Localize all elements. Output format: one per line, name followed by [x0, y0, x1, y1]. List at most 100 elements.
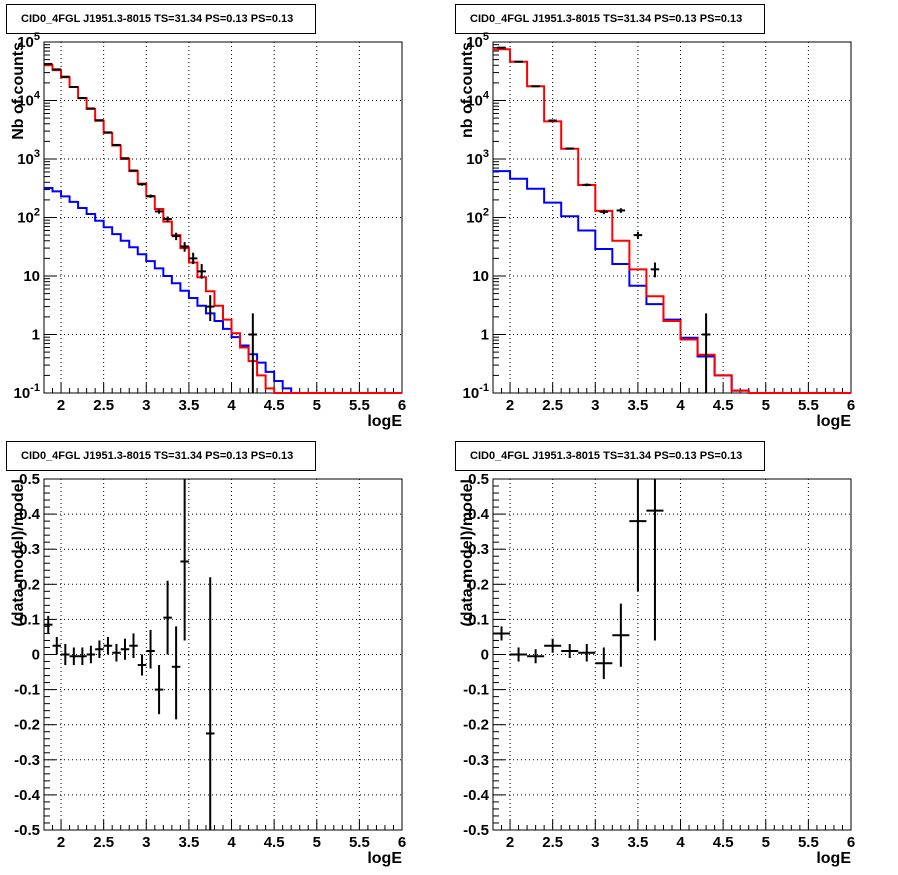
data-point: [248, 313, 258, 393]
y-tick-label: 103: [466, 148, 489, 168]
y-tick-label: 0.1: [19, 611, 40, 628]
y-tick-label: 0.2: [468, 576, 489, 593]
data-point: [493, 626, 511, 641]
x-tick-label: 2: [57, 397, 65, 414]
data-point: [510, 647, 528, 662]
x-tick-label: 5.5: [798, 397, 819, 414]
y-tick-label: 105: [466, 31, 489, 51]
data-point: [146, 194, 155, 198]
residual-plot-right: 2 2.5 3 3.5 4 4.5 5 5.5 6 -0.5 -0.4 -0.3 -0.2 -0.1 0 0.…: [459, 471, 855, 867]
data-point: [154, 665, 164, 715]
y-tick-label: -0.2: [463, 717, 489, 734]
x-tick-label: 4: [227, 397, 236, 414]
x-tick-label: 4: [676, 397, 685, 414]
x-axis-label: logE: [816, 413, 851, 430]
data-point: [646, 479, 664, 641]
data-point: [69, 647, 79, 666]
residual-plot-left: 2 2.5 3 3.5 4 4.5 5 5.5 6 -0.5 -0.4 -0.3 -0.2 -0.1 0 0.…: [10, 471, 406, 867]
data-point: [565, 147, 574, 150]
panel-top-left: CID0_4FGL J1951.3-8015 TS=31.34 PS=0.13 …: [0, 0, 449, 437]
grid: [493, 479, 851, 830]
histogram-series: [493, 48, 851, 394]
y-tick-label: 1: [481, 327, 489, 344]
x-tick-label: 4: [676, 834, 685, 851]
data-point: [61, 643, 70, 666]
data-point: [599, 209, 609, 215]
data-point: [120, 157, 130, 160]
data-point: [137, 654, 147, 676]
y-tick-label: -0.4: [463, 787, 490, 804]
data-point: [180, 479, 189, 641]
y-tick-label: 10: [472, 268, 489, 285]
grid: [44, 42, 402, 393]
y-tick-label: -0.5: [463, 822, 489, 839]
x-tick-label: 4.5: [713, 834, 734, 851]
y-tick-label: 0.5: [468, 471, 489, 488]
data-point: [197, 264, 206, 279]
y-tick-label: -0.3: [14, 752, 40, 769]
y-tick-label: 0.1: [468, 611, 489, 628]
x-tick-label: 5: [313, 834, 321, 851]
x-tick-label: 5: [313, 397, 321, 414]
data-point: [120, 638, 130, 660]
data-point: [112, 643, 121, 662]
y-tick-label: -0.4: [14, 787, 41, 804]
plot-title: CID0_4FGL J1951.3-8015 TS=31.34 PS=0.13 …: [455, 441, 765, 471]
x-tick-label: 6: [847, 397, 855, 414]
histogram-series: [44, 64, 402, 394]
x-tick-label: 3.5: [627, 834, 648, 851]
data-point: [633, 231, 643, 239]
data-point: [137, 182, 147, 186]
data-point: [86, 107, 96, 110]
plot-title: CID0_4FGL J1951.3-8015 TS=31.34 PS=0.13 …: [455, 4, 765, 34]
x-tick-label: 4: [227, 834, 236, 851]
data-point: [205, 295, 215, 322]
x-tick-label: 2.5: [542, 397, 563, 414]
x-tick-label: 5.5: [349, 397, 370, 414]
data-point: [95, 640, 104, 659]
y-tick-label: 0.2: [19, 576, 40, 593]
x-tick-label: 5.5: [798, 834, 819, 851]
x-axis-label: logE: [816, 850, 851, 867]
x-tick-label: 5: [762, 397, 770, 414]
data-point: [650, 262, 660, 278]
x-tick-label: 6: [398, 397, 406, 414]
data-point: [78, 647, 87, 666]
data-point: [578, 643, 596, 662]
counts-plot-left: 2 2.5 3 3.5 4 4.5 5 5.5 6 10-1 1 10 102 103 104 105 logE…: [10, 31, 406, 430]
data-point: [154, 209, 164, 214]
data-point: [544, 638, 562, 653]
x-tick-label: 2: [506, 834, 514, 851]
histogram-series: [493, 170, 851, 394]
data-point: [171, 232, 181, 241]
y-tick-label: 1: [32, 327, 40, 344]
y-tick-label: 104: [17, 90, 41, 110]
y-tick-label: 102: [17, 207, 40, 227]
y-tick-label: 0.4: [468, 506, 490, 523]
x-tick-label: 2.5: [542, 834, 563, 851]
grid: [493, 42, 851, 393]
y-tick-label: 0.5: [19, 471, 40, 488]
y-axis-label: (data-model)/model: [10, 479, 27, 627]
data-point: [95, 119, 104, 122]
panel-bottom-left: CID0_4FGL J1951.3-8015 TS=31.34 PS=0.13 …: [0, 437, 449, 874]
data-point: [103, 131, 113, 134]
grid: [44, 479, 402, 830]
x-tick-label: 5.5: [349, 834, 370, 851]
x-axis-label: logE: [367, 413, 402, 430]
x-tick-label: 4.5: [264, 834, 285, 851]
plot-title: CID0_4FGL J1951.3-8015 TS=31.34 PS=0.13 …: [6, 4, 316, 34]
data-point: [595, 647, 613, 680]
data-points: [44, 479, 215, 830]
panel-bottom-right: CID0_4FGL J1951.3-8015 TS=31.34 PS=0.13 …: [449, 437, 898, 874]
data-point: [129, 169, 138, 172]
data-points: [493, 479, 664, 680]
panel-top-right: CID0_4FGL J1951.3-8015 TS=31.34 PS=0.13 …: [449, 0, 898, 437]
data-point: [78, 97, 87, 100]
counts-plot-right: 2 2.5 3 3.5 4 4.5 5 5.5 6 10-1 1 10 102 103 104 105 logE…: [459, 31, 855, 430]
data-point: [163, 580, 172, 655]
histogram-series: [44, 186, 402, 394]
y-tick-label: 10: [23, 268, 40, 285]
x-tick-label: 4.5: [264, 397, 285, 414]
data-point: [629, 479, 647, 592]
